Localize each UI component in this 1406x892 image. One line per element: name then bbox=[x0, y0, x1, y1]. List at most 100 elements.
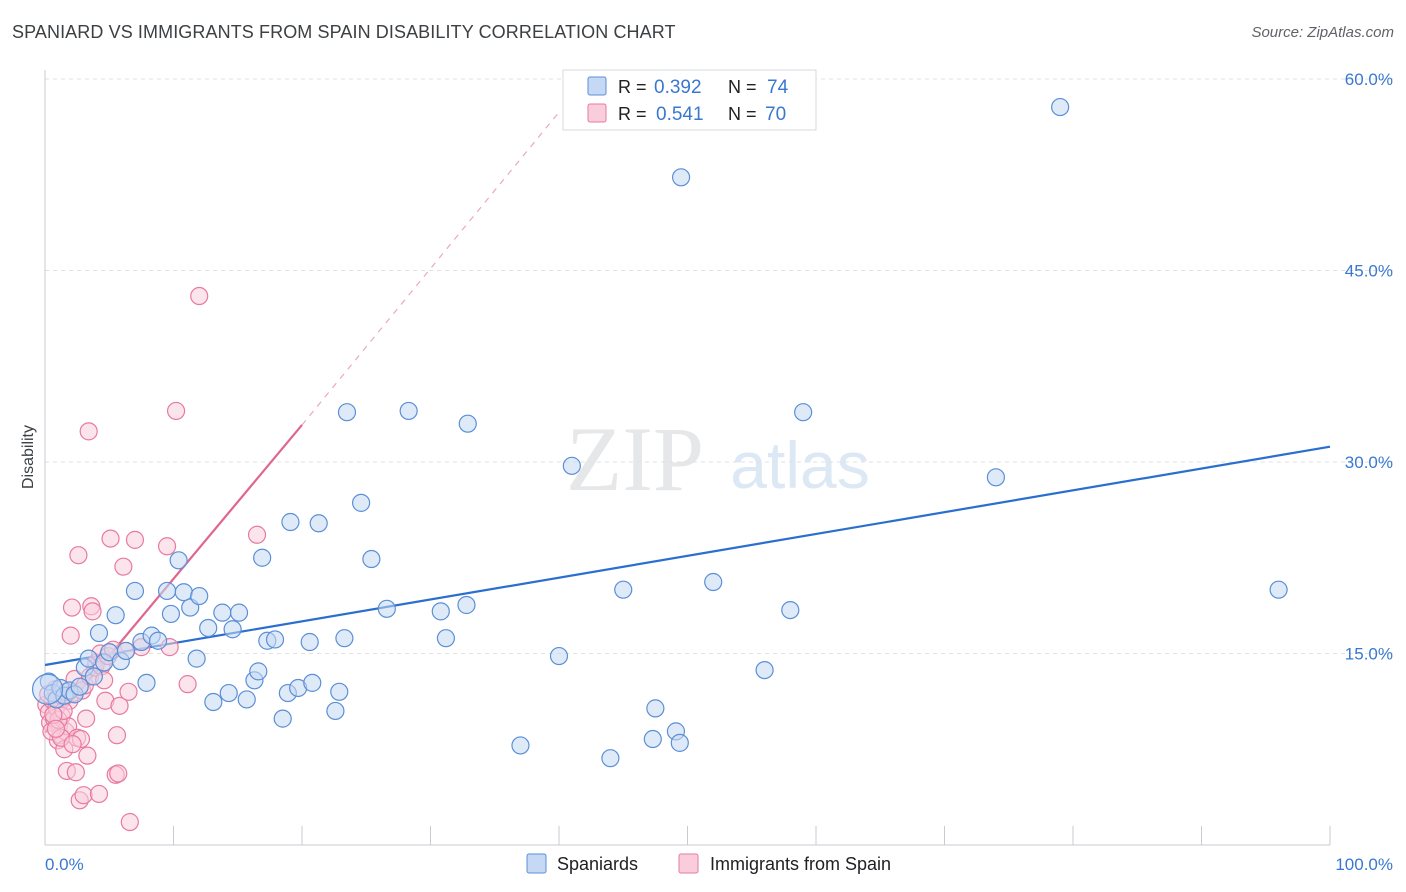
spaniard-point-57 bbox=[436, 629, 456, 648]
immigrant-point-43 bbox=[101, 529, 120, 548]
chart-title: SPANIARD VS IMMIGRANTS FROM SPAIN DISABI… bbox=[12, 22, 676, 42]
immigrant-point-59 bbox=[190, 286, 209, 306]
spaniard-point-66 bbox=[643, 729, 662, 749]
spaniard-point-14 bbox=[106, 606, 125, 625]
spaniard-point-56 bbox=[431, 602, 450, 621]
spaniard-point-74 bbox=[986, 468, 1006, 487]
spaniard-point-48 bbox=[326, 701, 345, 721]
spaniard-point-70 bbox=[704, 572, 723, 592]
spaniard-point-69 bbox=[670, 733, 689, 752]
bottom-legend-swatch-immigrants bbox=[678, 853, 699, 874]
immigrant-point-47 bbox=[109, 764, 128, 783]
watermark-zip: ZIP bbox=[566, 408, 704, 510]
immigrant-point-37 bbox=[89, 784, 109, 804]
x-ticks bbox=[44, 826, 1331, 845]
spaniard-point-31 bbox=[213, 603, 232, 622]
spaniard-point-75 bbox=[1051, 97, 1070, 117]
trend-line-0 bbox=[44, 445, 1331, 667]
spaniard-point-41 bbox=[273, 709, 292, 728]
spaniard-point-11 bbox=[89, 623, 109, 643]
immigrant-point-49 bbox=[114, 557, 133, 576]
bottom-legend-swatch-spaniards bbox=[526, 853, 547, 874]
gridlines bbox=[45, 78, 1393, 654]
immigrant-point-29 bbox=[77, 709, 96, 728]
watermark-atlas: atlas bbox=[730, 428, 869, 502]
legend-n-label-1: N = bbox=[728, 77, 762, 97]
legend-swatch-spaniards bbox=[587, 76, 607, 96]
spaniard-point-35 bbox=[237, 690, 256, 709]
y-tick-label-45: 45.0% bbox=[1345, 262, 1393, 281]
immigrant-point-55 bbox=[157, 537, 177, 556]
immigrant-point-21 bbox=[66, 763, 85, 782]
spaniard-point-10 bbox=[84, 667, 103, 686]
spaniard-point-71 bbox=[755, 660, 774, 680]
immigrant-point-69 bbox=[63, 735, 82, 754]
spaniard-point-50 bbox=[335, 629, 354, 648]
bottom-legend-label-immigrants: Immigrants from Spain bbox=[710, 854, 891, 874]
immigrant-point-60 bbox=[247, 525, 267, 544]
spaniard-point-72 bbox=[781, 600, 800, 620]
spaniard-point-60 bbox=[511, 736, 530, 755]
immigrant-point-53 bbox=[125, 530, 145, 549]
spaniard-point-32 bbox=[219, 683, 238, 703]
legend-box: R = 0.392 N = 74 R = 0.541 N = 70 bbox=[562, 69, 817, 131]
spaniard-point-76 bbox=[1269, 580, 1288, 599]
immigrant-point-58 bbox=[178, 675, 197, 694]
spaniard-point-61 bbox=[549, 646, 569, 666]
spaniard-point-49 bbox=[330, 682, 349, 701]
immigrant-point-46 bbox=[107, 726, 127, 745]
spaniard-point-62 bbox=[562, 456, 581, 475]
spaniard-point-16 bbox=[116, 641, 136, 661]
spaniard-point-73 bbox=[794, 403, 813, 422]
spaniard-point-29 bbox=[199, 618, 218, 638]
spaniard-point-43 bbox=[281, 512, 300, 532]
legend-r-label-1: R = bbox=[618, 77, 652, 97]
spaniard-point-58 bbox=[457, 595, 476, 615]
immigrant-point-17 bbox=[61, 626, 80, 645]
legend-r-value-1: 0.392 bbox=[654, 77, 702, 98]
spaniard-point-27 bbox=[187, 649, 206, 668]
spaniard-point-21 bbox=[148, 631, 168, 650]
spaniard-point-51 bbox=[337, 403, 357, 422]
trend-extension-1 bbox=[301, 111, 560, 426]
bottom-legend-label-spaniards: Spaniards bbox=[557, 854, 638, 874]
immigrant-point-18 bbox=[62, 598, 82, 617]
spaniard-point-34 bbox=[229, 603, 249, 622]
spaniard-point-63 bbox=[601, 749, 620, 768]
spaniard-point-33 bbox=[223, 620, 242, 639]
x-tick-label-min: 0.0% bbox=[45, 855, 84, 874]
spaniard-point-54 bbox=[377, 599, 396, 618]
spaniard-point-59 bbox=[458, 414, 477, 433]
spaniard-point-28 bbox=[190, 586, 209, 606]
spaniard-point-55 bbox=[399, 401, 418, 421]
source-label: Source: ZipAtlas.com bbox=[1251, 24, 1394, 41]
legend-r-label-2: R = bbox=[618, 104, 652, 124]
spaniard-point-65 bbox=[646, 699, 665, 718]
y-axis-label: Disability bbox=[20, 425, 37, 489]
spaniard-point-19 bbox=[137, 673, 156, 692]
spaniard-point-37 bbox=[249, 662, 268, 681]
legend-swatch-immigrants bbox=[587, 103, 607, 123]
immigrant-point-30 bbox=[78, 746, 97, 765]
spaniard-point-24 bbox=[169, 551, 188, 570]
spaniard-point-22 bbox=[157, 581, 177, 601]
immigrant-point-27 bbox=[74, 786, 93, 805]
spaniard-point-23 bbox=[161, 604, 181, 624]
legend-n-value-2: 70 bbox=[765, 104, 786, 125]
legend-n-label-2: N = bbox=[728, 104, 762, 124]
spaniard-point-52 bbox=[352, 493, 371, 512]
y-tick-label-60: 60.0% bbox=[1345, 70, 1393, 89]
spaniard-point-9 bbox=[79, 649, 98, 668]
spaniard-point-40 bbox=[265, 630, 285, 649]
legend-r-value-2: 0.541 bbox=[656, 104, 704, 125]
spaniard-point-47 bbox=[309, 514, 328, 533]
spaniard-cluster-point bbox=[31, 673, 64, 705]
y-tick-labels: 15.0% 30.0% 45.0% 60.0% bbox=[1345, 70, 1393, 664]
spaniard-point-25 bbox=[174, 583, 193, 602]
legend-n-value-1: 74 bbox=[767, 77, 789, 98]
immigrant-point-51 bbox=[119, 682, 138, 701]
bottom-legend: Spaniards Immigrants from Spain bbox=[526, 853, 891, 874]
x-tick-label-max: 100.0% bbox=[1335, 855, 1393, 874]
data-points bbox=[31, 97, 1288, 832]
